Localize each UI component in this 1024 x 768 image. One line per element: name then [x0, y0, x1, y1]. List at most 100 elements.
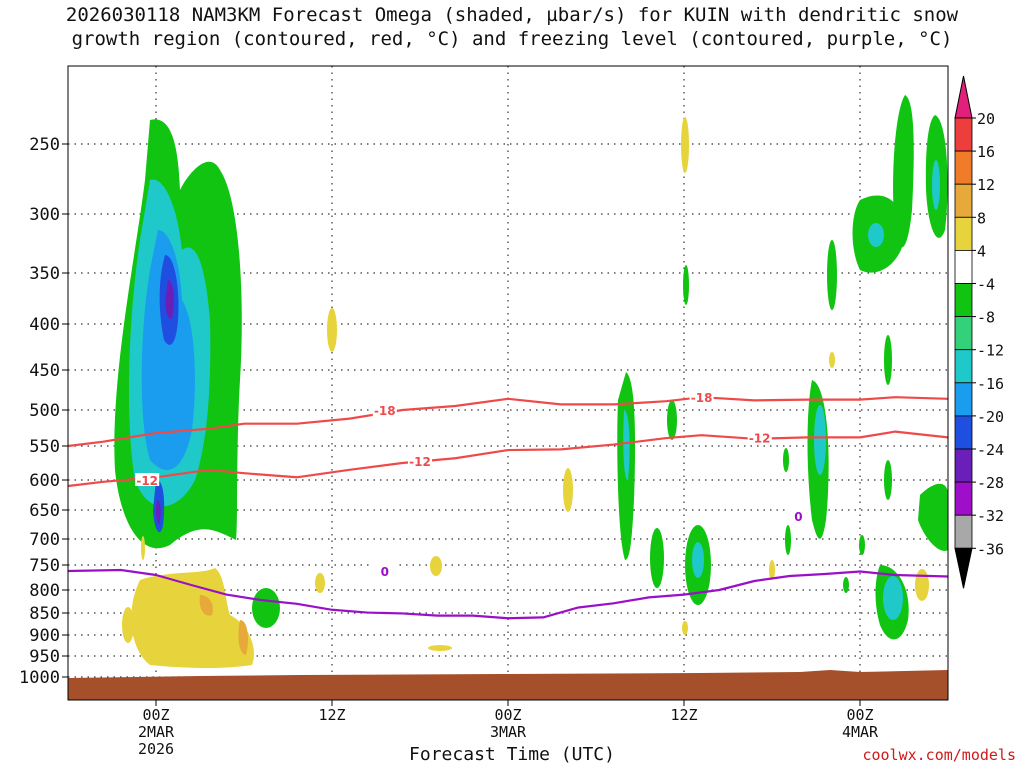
contour-label: -18: [691, 391, 713, 405]
y-tick-label: 250: [29, 135, 60, 155]
colorbar-label: -28: [977, 474, 1004, 492]
omega-region-green-mid2: [650, 528, 664, 588]
x-tick-label: 2MAR: [138, 723, 175, 741]
colorbar-segment: [954, 117, 973, 152]
omega-region-green-mid4: [667, 400, 677, 440]
omega-region-green-small-late4: [859, 535, 865, 555]
y-tick-label: 600: [29, 471, 60, 491]
omega-region-teal-mid1: [623, 410, 630, 481]
contour-line: [68, 568, 948, 620]
contour-label: 0: [794, 510, 802, 524]
y-tick-label: 650: [29, 501, 60, 521]
y-tick-label: 400: [29, 315, 60, 335]
y-tick-label: 900: [29, 626, 60, 646]
contour-lines: -18 -18 -12 -12 -12 0 0: [68, 390, 948, 620]
y-tick-label: 450: [29, 361, 60, 381]
contour-label: -12: [136, 474, 158, 488]
y-tick-label: 1000: [19, 668, 60, 688]
contour-label: 0: [381, 565, 389, 579]
omega-region-green-small-late2: [785, 525, 791, 555]
omega-region-lightblue: [141, 230, 195, 470]
colorbar-label: -36: [977, 540, 1004, 558]
contour-label: -12: [749, 431, 771, 445]
y-tick-label: 750: [29, 556, 60, 576]
x-tick-label: 12Z: [318, 706, 345, 724]
colorbar-segment: [954, 382, 973, 417]
omega-region-green-small-late: [783, 448, 789, 472]
contour-label-bg: [689, 390, 714, 404]
omega-shading: [114, 95, 948, 669]
colorbar-label: 4: [977, 242, 986, 260]
colorbar-label: 16: [977, 143, 995, 161]
omega-region-yellow: [131, 568, 254, 669]
omega-region-yellow-small-late: [769, 560, 775, 580]
x-tick-label: 00Z: [142, 706, 169, 724]
omega-region-yellow-small: [122, 607, 134, 643]
colorbar-label: -24: [977, 441, 1004, 459]
colorbar-label: -16: [977, 375, 1004, 393]
colorbar-label: -32: [977, 507, 1004, 525]
omega-region-yellow-800: [315, 573, 325, 593]
colorbar-segment: [954, 481, 973, 516]
omega-region-green-small: [252, 588, 280, 628]
omega-region-green-late2: [827, 240, 837, 310]
colorbar-label: -20: [977, 408, 1004, 426]
omega-region-yellow-760: [430, 556, 442, 576]
colorbar-segment: [954, 448, 973, 483]
contour-label-bg: [408, 453, 432, 467]
omega-region-yellow-930: [428, 645, 452, 651]
omega-region-green-small-late3: [843, 577, 849, 593]
contour-line: [68, 396, 948, 448]
contour-line: [68, 430, 948, 488]
colorbar-segment: [954, 514, 973, 549]
omega-region-orange-2: [238, 620, 248, 655]
omega-region-teal-low-late: [883, 576, 903, 620]
x-tick-label: 00Z: [846, 706, 873, 724]
colorbar-segment: [954, 216, 973, 251]
y-tick-label: 300: [29, 205, 60, 225]
omega-region-yellow-low-late: [915, 569, 929, 601]
omega-region-teal-upper: [868, 223, 884, 247]
x-tick-label: 12Z: [670, 706, 697, 724]
contour-label-bg: [135, 473, 160, 486]
colorbar-segment: [954, 283, 973, 317]
omega-region-yellow-400: [327, 308, 337, 352]
contour-label-bg: [786, 508, 811, 522]
x-tick-label: 4MAR: [842, 723, 879, 741]
omega-region-yellow-mid2: [682, 621, 688, 635]
chart-title-line-2: growth region (contoured, red, °C) and f…: [71, 28, 953, 50]
x-axis-label: Forecast Time (UTC): [409, 744, 615, 765]
plot-area: -18 -18 -12 -12 -12 0 0: [68, 66, 948, 700]
contour-label-bg: [372, 564, 397, 577]
omega-region-purple: [165, 280, 175, 319]
colorbar-label: -4: [977, 276, 995, 294]
colorbar-label: 12: [977, 176, 995, 194]
omega-region-green-upper2: [893, 95, 914, 248]
y-tick-label: 800: [29, 581, 60, 601]
omega-region-teal-upper3: [932, 160, 940, 210]
contour-label: -18: [374, 404, 396, 418]
colorbar-legend: 20 16 12 8 4 -4 -8 -12 -16 -20 -24 -28 -32 -36: [954, 75, 1004, 589]
y-tick-label: 700: [29, 530, 60, 550]
contour-label-bg: [372, 403, 397, 416]
colorbar-bottom-arrow: [954, 547, 973, 589]
site-credit: coolwx.com/models: [862, 746, 1016, 764]
omega-region-green-late4: [884, 460, 892, 500]
omega-region-purple-low: [155, 500, 161, 525]
y-tick-label: 350: [29, 264, 60, 284]
colorbar-label: -12: [977, 342, 1004, 360]
omega-region-green-right: [918, 483, 948, 551]
omega-region-yellow-600: [563, 468, 573, 512]
omega-region-yellow-late: [829, 352, 835, 368]
omega-region-green-mid5: [683, 265, 689, 305]
omega-region-green-late3: [884, 335, 892, 385]
contour-label-bg: [747, 430, 772, 444]
omega-region-yellow-mid: [681, 117, 689, 173]
colorbar-label: 20: [977, 110, 995, 128]
y-tick-label: 850: [29, 604, 60, 624]
colorbar-segment: [954, 150, 973, 185]
colorbar-label: 8: [977, 209, 986, 227]
chart-title-line-1: 2026030118 NAM3KM Forecast Omega (shaded…: [65, 4, 959, 26]
